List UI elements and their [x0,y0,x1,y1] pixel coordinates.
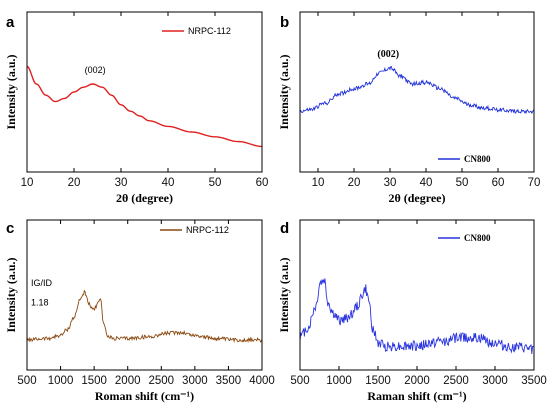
series-line-cn800 [299,278,535,354]
x-tick-label: 3000 [182,375,208,387]
x-tick-label: 4000 [249,375,275,387]
x-tick-label: 1500 [81,375,107,387]
panel-letter: d [280,220,289,237]
x-tick-label: 20 [68,177,81,189]
x-axis-title: 2θ (degree) [388,191,445,205]
annotation: (002) [377,49,399,60]
x-tick-label: 20 [348,177,361,189]
series-line-cn800 [299,66,535,115]
x-tick-label: 60 [492,177,505,189]
y-axis-title: Intensity (a.u.) [277,257,291,332]
annotation: IG/ID [31,278,53,288]
plot-frame [26,219,263,371]
x-tick-label: 500 [290,375,309,387]
legend-label: NRPC-112 [188,26,231,36]
legend-label: CN800 [464,233,491,243]
x-tick-label: 2000 [115,375,141,387]
x-tick-label: 500 [17,375,36,387]
x-tick-label: 40 [162,177,175,189]
legend-label: NRPC-112 [186,225,229,235]
panel-c: c NRPC-112 500 1000 1500 2000 2500 3000 3500 4000… [4,219,275,403]
x-tick-label: 40 [420,177,433,189]
x-tick-label: 50 [456,177,469,189]
y-axis-title: Intensity (a.u.) [277,54,291,129]
x-tick-label: 2000 [404,375,430,387]
series-line-nrpc-112 [26,289,263,344]
x-tick-label: 10 [312,177,325,189]
panel-letter: a [6,14,15,31]
x-tick-label: 2500 [148,375,174,387]
x-tick-label: 60 [256,177,269,189]
x-tick-label: 3000 [482,375,508,387]
panel-d: d CN800 500 1000 1500 2000 2500 3000 3500 Raman s… [277,219,547,403]
x-tick-label: 1500 [365,375,391,387]
panel-a: a NRPC-112 10 20 30 40 50 60 2θ (degree) Intensit… [4,11,269,205]
x-tick-label: 2500 [443,375,469,387]
x-axis-title: Raman shift (cm⁻¹) [367,389,466,403]
x-tick-label: 50 [209,177,222,189]
panel-letter: c [6,220,14,237]
y-axis-title: Intensity (a.u.) [4,257,18,332]
series-line-nrpc-112 [26,65,263,148]
x-axis-title: Roman shift (cm⁻¹) [95,389,194,403]
x-tick-label: 70 [528,177,541,189]
panel-letter: b [280,14,289,31]
x-tick-label: 10 [21,177,34,189]
annotation: (002) [85,65,106,75]
x-tick-label: 30 [384,177,397,189]
x-tick-label: 1000 [48,375,74,387]
legend-label: CN800 [464,154,491,164]
x-tick-label: 30 [115,177,128,189]
x-axis-title: 2θ (degree) [116,191,173,205]
annotation: 1.18 [31,298,49,308]
x-tick-label: 1000 [326,375,352,387]
plot-frame [26,11,263,173]
x-tick-label: 3500 [521,375,547,387]
x-tick-label: 3500 [216,375,242,387]
panel-b: b CN800 10 20 30 40 50 60 70 2θ (degree) Intensity… [277,11,541,205]
plot-frame [299,11,535,173]
y-axis-title: Intensity (a.u.) [4,54,18,129]
